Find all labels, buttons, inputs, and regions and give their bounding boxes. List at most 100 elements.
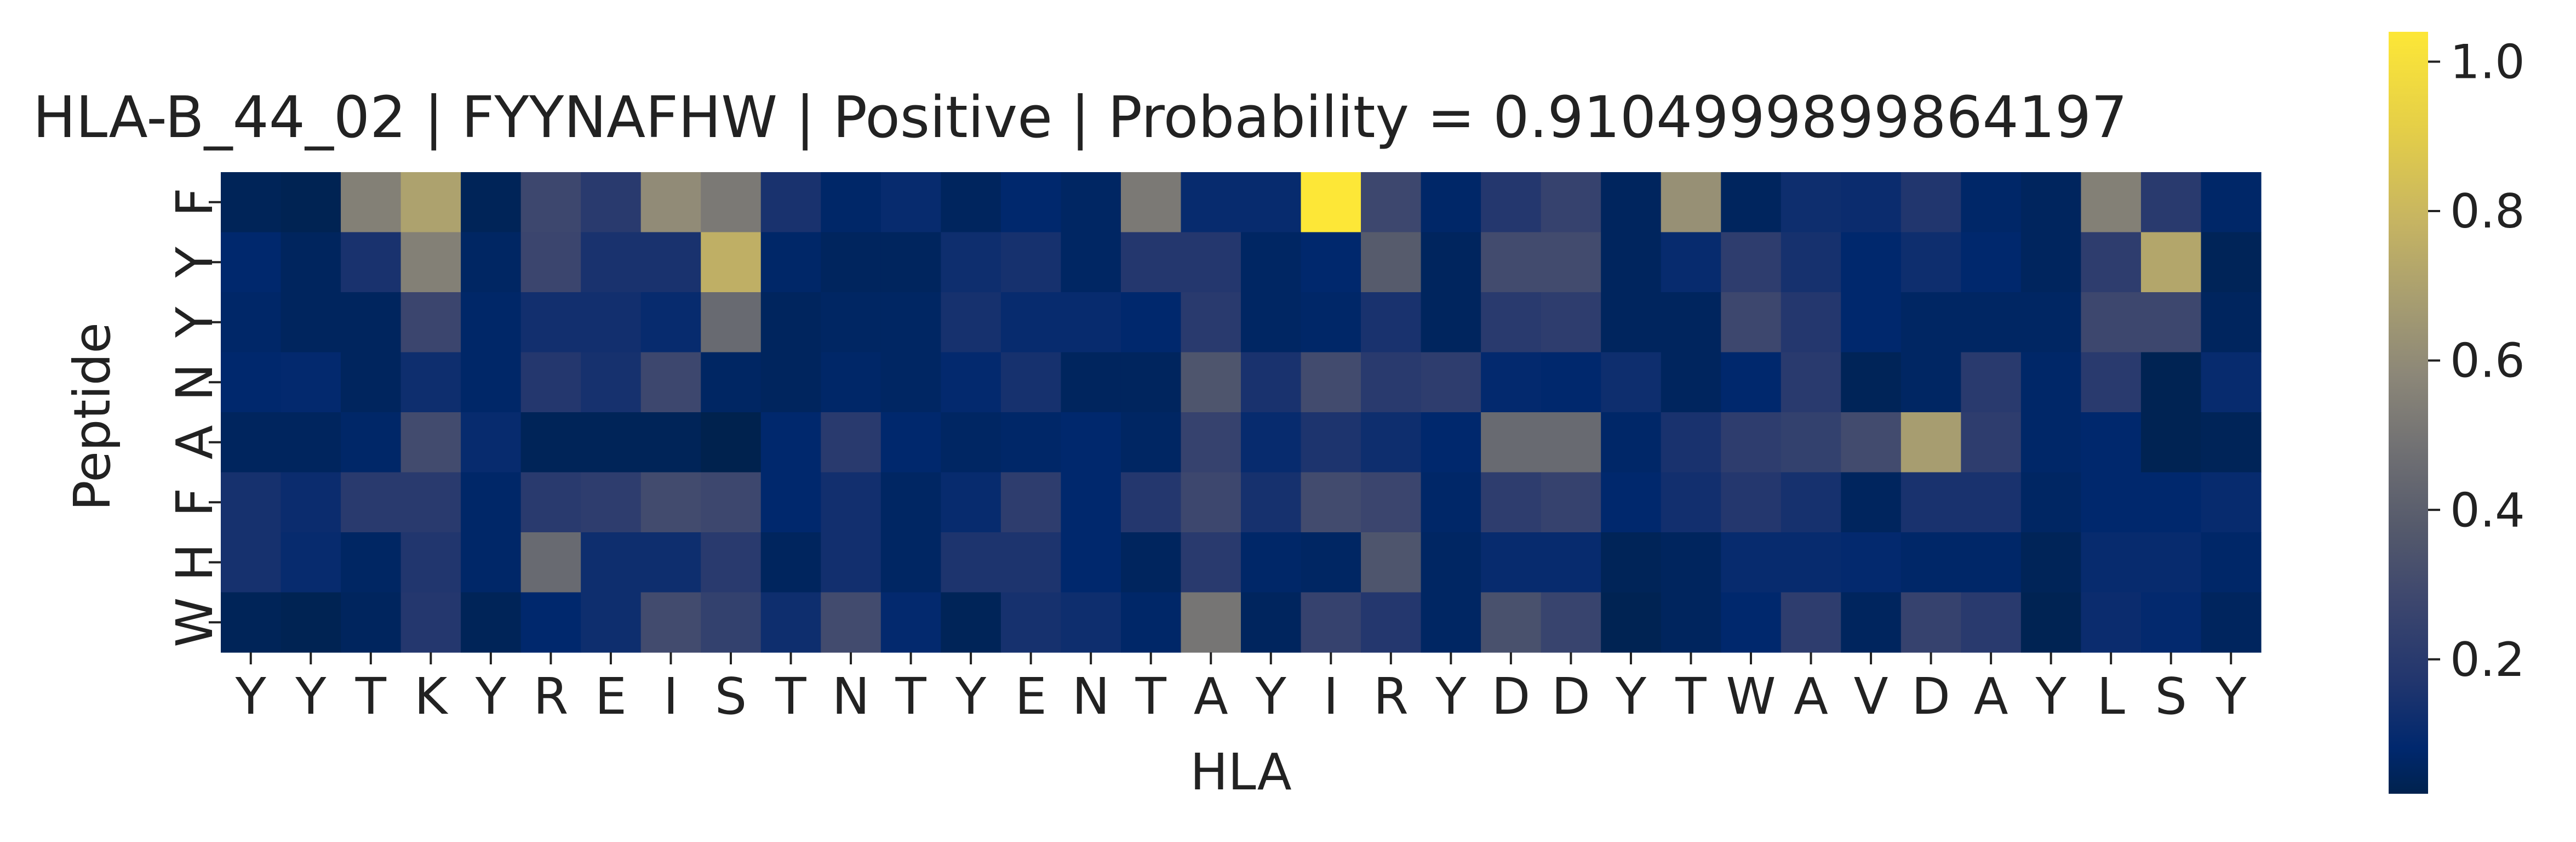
heatmap-cell: [1961, 532, 2022, 593]
heatmap-cell: [1061, 232, 1121, 293]
heatmap-cell: [1061, 472, 1121, 533]
y-axis-label: Peptide: [63, 322, 122, 511]
heatmap-cell: [2020, 352, 2082, 413]
heatmap-cell: [640, 532, 701, 593]
heatmap-cell: [1120, 592, 1182, 653]
heatmap-cell: [1661, 412, 1721, 473]
x-tick-label: T: [775, 667, 806, 726]
heatmap-cell: [1541, 592, 1601, 653]
heatmap-cell: [520, 532, 581, 593]
heatmap-cell: [1900, 472, 1961, 533]
heatmap-cell: [880, 352, 941, 413]
x-tick-label: T: [1135, 667, 1167, 726]
heatmap-cell: [1241, 352, 1302, 413]
heatmap-cell: [581, 592, 642, 653]
heatmap-cell: [1181, 292, 1241, 353]
heatmap-cell: [701, 352, 762, 413]
heatmap-cell: [1721, 532, 1782, 593]
heatmap-cell: [1120, 412, 1182, 473]
heatmap-cell: [1301, 232, 1361, 293]
y-tick-label: W: [165, 598, 224, 647]
colorbar-ticks: 0.2 0.4 0.6 0.8 1.0: [2428, 35, 2525, 687]
heatmap-cell: [2201, 232, 2262, 293]
heatmap-cell: [2020, 412, 2082, 473]
heatmap-cell: [581, 532, 642, 593]
heatmap-cell: [1421, 472, 1481, 533]
heatmap-cell: [880, 232, 941, 293]
heatmap-cell: [461, 412, 522, 473]
heatmap-cell: [1781, 592, 1841, 653]
heatmap-cell: [520, 172, 581, 233]
heatmap-cell: [461, 532, 522, 593]
heatmap-cell: [821, 352, 881, 413]
x-tick-label: I: [1324, 667, 1338, 726]
heatmap-cell: [1961, 592, 2022, 653]
heatmap-cell: [400, 352, 461, 413]
heatmap-cell: [1541, 172, 1601, 233]
heatmap-cell: [1661, 232, 1721, 293]
heatmap-cell: [1601, 172, 1662, 233]
heatmap-cell: [1000, 412, 1062, 473]
heatmap-cell: [2020, 172, 2082, 233]
heatmap-cell: [1361, 532, 1422, 593]
heatmap-cell: [821, 292, 881, 353]
heatmap-cell: [281, 472, 341, 533]
x-tick-label: Y: [235, 667, 267, 726]
heatmap-cell: [461, 592, 522, 653]
heatmap-cell: [400, 292, 461, 353]
heatmap-cell: [941, 172, 1001, 233]
heatmap-cell: [1900, 532, 1961, 593]
heatmap-cell: [2140, 232, 2202, 293]
heatmap-cell: [640, 472, 701, 533]
x-tick-label: E: [595, 667, 627, 726]
heatmap-cell: [1361, 472, 1422, 533]
heatmap-cell: [341, 172, 402, 233]
x-tick-label: Y: [1435, 667, 1467, 726]
heatmap-cell: [640, 412, 701, 473]
heatmap-cell: [221, 232, 282, 293]
heatmap-cell: [1900, 592, 1961, 653]
heatmap-cell: [400, 592, 461, 653]
heatmap-cell: [821, 412, 881, 473]
x-tick-label: N: [1072, 667, 1110, 726]
colorbar: [2389, 32, 2428, 794]
heatmap-cell: [1781, 292, 1841, 353]
heatmap-cell: [1000, 592, 1062, 653]
heatmap-cell: [640, 232, 701, 293]
heatmap-cell: [1181, 412, 1241, 473]
heatmap-cell: [221, 172, 282, 233]
heatmap-cell: [341, 592, 402, 653]
heatmap-cell: [2201, 472, 2262, 533]
heatmap-cell: [1421, 352, 1481, 413]
heatmap-cell: [1841, 472, 1902, 533]
x-tick-label: Y: [1615, 667, 1647, 726]
heatmap-cell: [281, 232, 341, 293]
heatmap-cell: [1421, 532, 1481, 593]
heatmap-cell: [1721, 172, 1782, 233]
heatmap-cell: [2140, 412, 2202, 473]
heatmap-cell: [821, 592, 881, 653]
heatmap-cell: [1721, 292, 1782, 353]
x-tick-label: S: [2155, 667, 2187, 726]
heatmap-cell: [1301, 352, 1361, 413]
heatmap-cell: [821, 172, 881, 233]
heatmap-cell: [1181, 472, 1241, 533]
heatmap-cell: [1241, 172, 1302, 233]
heatmap-cell: [281, 172, 341, 233]
heatmap-cell: [400, 472, 461, 533]
heatmap-cell: [2201, 592, 2262, 653]
heatmap-cell: [1301, 292, 1361, 353]
heatmap-cell: [1000, 172, 1062, 233]
heatmap-cell: [2020, 292, 2082, 353]
heatmap-cell: [1961, 292, 2022, 353]
heatmap-cell: [581, 172, 642, 233]
heatmap-cell: [1781, 532, 1841, 593]
heatmap-cell: [1601, 532, 1662, 593]
x-tick-label: K: [414, 667, 449, 726]
heatmap-cell: [1961, 172, 2022, 233]
x-tick-label: D: [1911, 667, 1950, 726]
heatmap-cell: [581, 232, 642, 293]
heatmap-cell: [2201, 292, 2262, 353]
heatmap-cell: [2201, 172, 2262, 233]
